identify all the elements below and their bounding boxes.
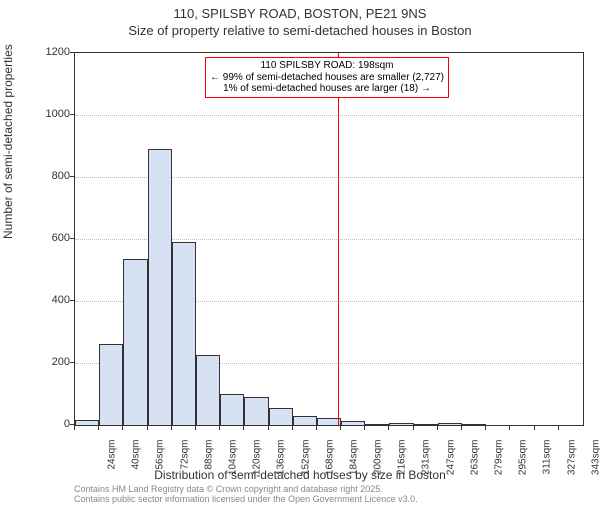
y-tick-label: 400 [30,294,70,306]
x-tick-label: 295sqm [518,440,529,480]
annotation-line: 1% of semi-detached houses are larger (1… [210,83,444,95]
x-tick-label: 168sqm [324,440,335,480]
x-tick-label: 136sqm [276,440,287,480]
y-tick-mark [70,114,74,115]
reference-line [338,53,339,425]
x-tick-label: 72sqm [179,440,190,480]
x-tick-label: 247sqm [445,440,456,480]
histogram-bar [438,423,462,425]
y-tick-mark [70,52,74,53]
plot-area: 110 SPILSBY ROAD: 198sqm← 99% of semi-de… [74,52,584,426]
histogram-bar [220,394,244,425]
x-tick-label: 343sqm [590,440,600,480]
x-tick-label: 40sqm [131,440,142,480]
y-tick-label: 1200 [30,46,70,58]
x-tick-mark [122,426,123,430]
histogram-bar [172,242,196,425]
x-tick-label: 279sqm [494,440,505,480]
histogram-bar [99,344,123,425]
histogram-bar [462,424,486,425]
histogram-bar [341,421,365,425]
y-tick-mark [70,362,74,363]
x-tick-label: 200sqm [373,440,384,480]
x-tick-mark [292,426,293,430]
x-tick-label: 231sqm [421,440,432,480]
x-tick-mark [98,426,99,430]
x-tick-label: 104sqm [227,440,238,480]
x-tick-label: 56sqm [155,440,166,480]
footer-line1: Contains HM Land Registry data © Crown c… [74,484,383,494]
x-tick-mark [437,426,438,430]
chart-title-line1: 110, SPILSBY ROAD, BOSTON, PE21 9NS [0,6,600,21]
histogram-bar [389,423,413,425]
x-tick-label: 24sqm [107,440,118,480]
histogram-bar [414,424,438,425]
y-tick-mark [70,300,74,301]
histogram-bar [148,149,172,425]
x-tick-mark [316,426,317,430]
histogram-bar [269,408,293,425]
x-tick-mark [461,426,462,430]
y-tick-mark [70,238,74,239]
x-tick-mark [413,426,414,430]
x-tick-mark [195,426,196,430]
y-tick-mark [70,176,74,177]
x-tick-mark [147,426,148,430]
histogram-bar [123,259,147,425]
histogram-bar [244,397,268,425]
y-axis-label: Number of semi-detached properties [1,44,15,239]
x-tick-mark [388,426,389,430]
histogram-bar [293,416,317,425]
x-tick-label: 152sqm [300,440,311,480]
y-tick-label: 1000 [30,108,70,120]
x-tick-label: 184sqm [348,440,359,480]
y-tick-label: 200 [30,356,70,368]
y-tick-label: 0 [30,418,70,430]
histogram-bar [196,355,220,425]
x-tick-label: 88sqm [203,440,214,480]
x-tick-label: 216sqm [397,440,408,480]
footer-line2: Contains public sector information licen… [74,494,418,504]
x-tick-mark [268,426,269,430]
x-tick-mark [171,426,172,430]
y-tick-mark [70,424,74,425]
x-tick-label: 120sqm [252,440,263,480]
y-tick-label: 600 [30,232,70,244]
x-tick-mark [485,426,486,430]
annotation-line: 110 SPILSBY ROAD: 198sqm [210,60,444,72]
y-tick-label: 800 [30,170,70,182]
annotation-box: 110 SPILSBY ROAD: 198sqm← 99% of semi-de… [205,57,449,98]
histogram-bar [75,420,99,425]
x-tick-mark [340,426,341,430]
annotation-line: ← 99% of semi-detached houses are smalle… [210,72,444,84]
gridline [75,115,583,116]
x-tick-mark [243,426,244,430]
x-tick-mark [534,426,535,430]
x-tick-mark [364,426,365,430]
histogram-bar [365,424,389,425]
x-tick-label: 263sqm [469,440,480,480]
x-tick-mark [509,426,510,430]
chart-title-line2: Size of property relative to semi-detach… [0,23,600,38]
x-tick-label: 311sqm [542,440,553,480]
x-tick-label: 327sqm [566,440,577,480]
x-tick-mark [219,426,220,430]
x-tick-mark [74,426,75,430]
x-tick-mark [558,426,559,430]
